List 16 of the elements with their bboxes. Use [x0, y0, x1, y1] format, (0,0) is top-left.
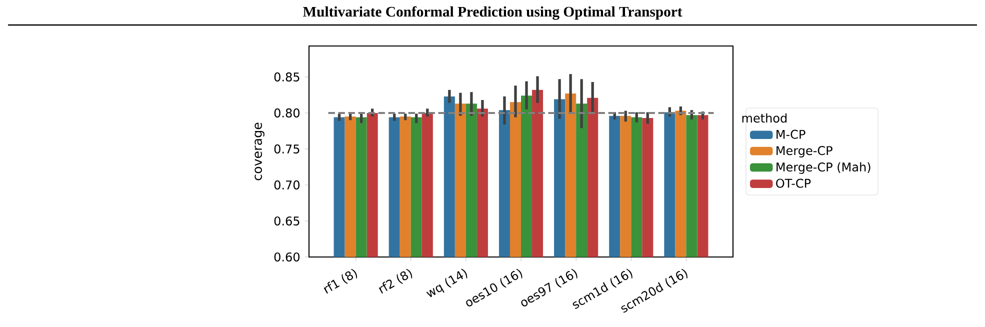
legend-label: OT-CP — [776, 178, 811, 188]
legend-label: Merge-CP (Mah) — [776, 162, 870, 174]
y-tick-label: 0.80 — [274, 108, 300, 118]
chart-title: Multivariate Conformal Prediction using Optimal Transport — [302, 6, 682, 20]
x-tick-label: wq (14) — [426, 268, 468, 298]
y-tick-label: 0.75 — [274, 144, 300, 154]
y-tick-label: 0.85 — [274, 72, 300, 82]
legend-label: Merge-CP — [776, 146, 832, 158]
x-tick-label: rf1 (8) — [324, 268, 358, 294]
y-tick-label: 0.65 — [274, 216, 300, 226]
legend-label: M-CP — [776, 130, 806, 139]
x-tick-label: rf2 (8) — [378, 268, 412, 294]
y-axis-title: coverage — [254, 122, 264, 180]
legend-title: method — [742, 113, 787, 123]
y-tick-label: 0.60 — [274, 252, 300, 262]
y-tick-label: 0.70 — [274, 180, 300, 190]
